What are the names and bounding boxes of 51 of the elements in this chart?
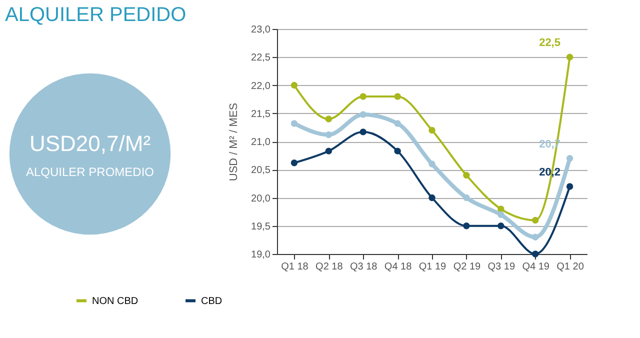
point: [532, 250, 539, 258]
text: ALQUILER PEDIDO: [5, 4, 186, 26]
data-label: 22,5: [539, 37, 560, 50]
y-tick-label: 19,0: [251, 250, 271, 260]
y-tick-label: 23,0: [251, 24, 271, 36]
x-tick-label: Q3 19: [488, 262, 516, 272]
x-tick-label: Q3 18: [350, 262, 378, 272]
y-tick-label: 21,5: [251, 108, 271, 120]
y-tick-label: 22,0: [251, 80, 271, 92]
point: [532, 234, 539, 240]
x-tick-label: Q2 19: [453, 262, 481, 272]
point: [325, 116, 332, 122]
point: [428, 194, 436, 202]
x-tick-label: Q4 19: [522, 262, 550, 272]
y-tick-label: 22,5: [251, 52, 271, 64]
point: [290, 120, 298, 127]
legend-label: NON CBD: [92, 296, 138, 307]
y-tick-label: 21,0: [251, 137, 271, 148]
point: [290, 160, 298, 166]
x-tick-label: Q4 18: [384, 262, 412, 272]
point: [394, 120, 401, 127]
point: [325, 148, 332, 154]
point: [360, 128, 366, 136]
point: [463, 194, 470, 202]
y-tick-label: 20,0: [251, 193, 271, 204]
point: [498, 211, 504, 218]
point: [394, 148, 401, 154]
point: [290, 82, 298, 89]
y-axis-title: USD / M² / MES: [228, 102, 240, 182]
point: [463, 172, 470, 179]
point: [498, 222, 504, 230]
y-tick-label: 19,5: [251, 221, 271, 232]
x-tick-label: Q1 19: [418, 262, 447, 272]
x-tick-label: Q2 18: [316, 262, 344, 272]
point: [566, 54, 574, 60]
y-tick-label: 20,5: [251, 165, 271, 176]
point: [360, 111, 366, 118]
point: [566, 155, 574, 162]
point: [428, 126, 436, 134]
point: [566, 183, 574, 190]
point: [428, 160, 436, 168]
point: [325, 131, 332, 138]
point: [360, 93, 366, 100]
x-tick-label: Q1 20: [556, 262, 584, 272]
point: [394, 93, 401, 100]
x-tick-label: Q1 18: [281, 262, 309, 272]
text: USD20,7/M²: [29, 131, 151, 156]
point: [463, 222, 470, 230]
text: ALQUILER PROMEDIO: [26, 165, 154, 179]
point: [532, 216, 539, 224]
legend-label: CBD: [201, 296, 222, 307]
